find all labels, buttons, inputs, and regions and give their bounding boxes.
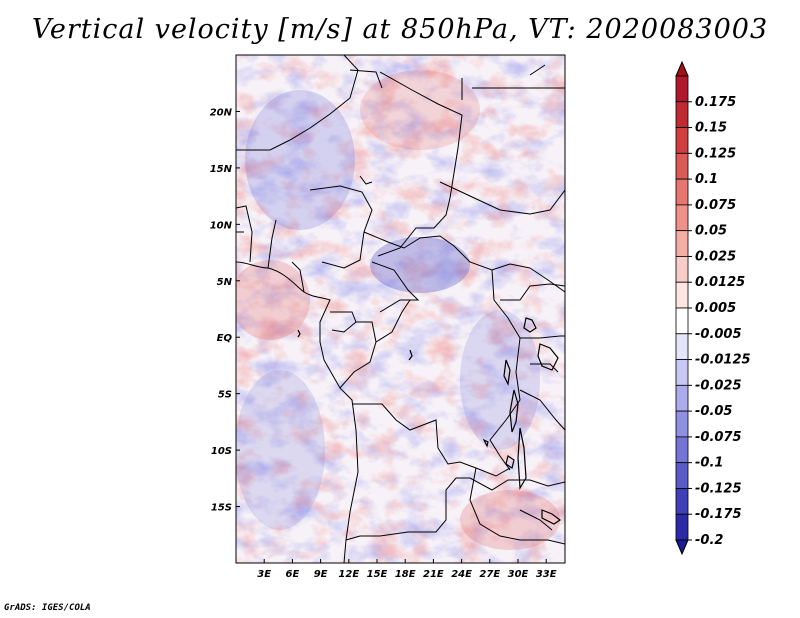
colorbar-swatch (675, 307, 689, 335)
chart-title: Vertical velocity [m/s] at 850hPa, VT: 2… (31, 14, 769, 45)
y-tick-label: 5N (217, 277, 233, 288)
colorbar-swatch (675, 75, 689, 103)
colorbar-label: 0.0125 (695, 275, 745, 290)
x-tick-label: 33E (536, 569, 557, 580)
colorbar-swatch (675, 436, 689, 464)
colorbar-label: 0.1 (695, 172, 718, 187)
x-tick-label: 27E (479, 569, 500, 580)
colorbar-top-arrow (675, 60, 689, 77)
colorbar-swatch (675, 333, 689, 360)
x-tick-label: 3E (257, 569, 271, 580)
colorbar-label: -0.025 (695, 378, 742, 393)
colorbar-swatch (675, 101, 689, 128)
colorbar-swatch (675, 127, 689, 154)
colorbar-label: -0.075 (695, 430, 742, 445)
y-tick-label: 15S (211, 503, 232, 514)
colorbar-label: -0.175 (695, 507, 742, 522)
x-tick-label: 24E (451, 569, 472, 580)
colorbar-label: -0.125 (695, 481, 742, 496)
longitude-axis: 3E 6E 9E 12E 15E 18E 21E 24E 27E 30E 33E (257, 559, 557, 580)
colorbar-label: -0.005 (695, 327, 742, 342)
colorbar-label: 0.075 (695, 198, 736, 213)
colorbar-bottom-arrow (675, 539, 689, 556)
colorbar-label: -0.2 (695, 533, 723, 548)
x-tick-label: 9E (314, 569, 328, 580)
colorbar-label: 0.005 (695, 301, 736, 316)
colorbar-swatch (675, 462, 689, 489)
grads-credit: GrADS: IGES/COLA (4, 603, 91, 613)
colorbar-swatch (675, 204, 689, 232)
colorbar-label: 0.125 (695, 146, 736, 161)
x-tick-label: 21E (423, 569, 444, 580)
x-tick-label: 6E (286, 569, 300, 580)
x-tick-label: 12E (338, 569, 359, 580)
y-tick-label: EQ (217, 333, 233, 344)
colorbar-swatch (675, 178, 689, 206)
lakes (297, 317, 562, 525)
vertical-velocity-field (236, 55, 565, 563)
latitude-axis: 20N 15N 10N 5N EQ 5S 10S 15S (210, 107, 240, 514)
colorbar-label: -0.1 (695, 456, 723, 471)
colorbar-swatch (675, 513, 689, 541)
colorbar-swatch (675, 359, 689, 386)
y-tick-label: 15N (210, 164, 233, 175)
colorbar-swatch (675, 488, 689, 515)
y-tick-label: 20N (210, 107, 233, 118)
colorbar-swatch (675, 384, 689, 412)
colorbar-swatch (675, 152, 689, 180)
y-tick-label: 10S (211, 446, 232, 457)
x-tick-label: 30E (508, 569, 529, 580)
colorbar-swatch (675, 410, 689, 438)
country-borders (236, 55, 565, 563)
colorbar-label: 0.175 (695, 95, 736, 110)
colorbar: 0.175 0.15 0.125 0.1 0.075 0.05 0.025 0.0125 0.0… (675, 60, 751, 556)
colorbar-label: 0.05 (695, 224, 727, 239)
y-tick-label: 5S (218, 390, 232, 401)
y-tick-label: 10N (210, 220, 233, 231)
colorbar-label: 0.025 (695, 249, 736, 264)
colorbar-swatch (675, 256, 689, 283)
map-frame (235, 54, 566, 564)
colorbar-swatch (675, 230, 689, 257)
colorbar-swatch (675, 281, 689, 309)
x-tick-label: 18E (395, 569, 416, 580)
x-tick-label: 15E (367, 569, 388, 580)
colorbar-label: 0.15 (695, 121, 727, 136)
colorbar-label: -0.0125 (695, 353, 751, 368)
colorbar-label: -0.05 (695, 404, 732, 419)
